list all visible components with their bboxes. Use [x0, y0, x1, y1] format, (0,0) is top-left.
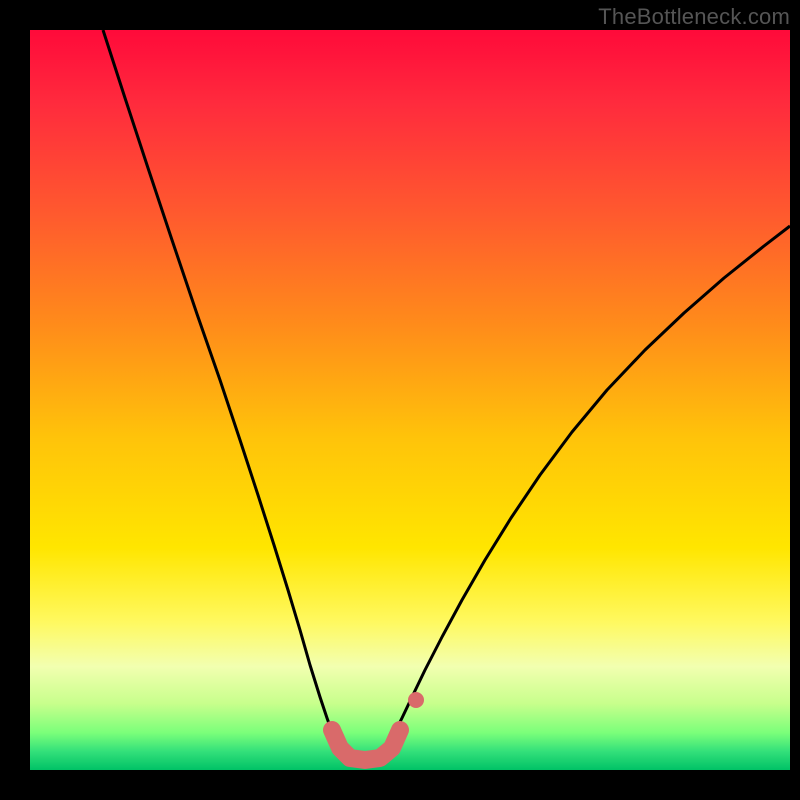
frame-border-bottom: [0, 770, 800, 800]
bottleneck-chart-svg: [0, 0, 800, 800]
chart-canvas: TheBottleneck.com: [0, 0, 800, 800]
frame-border-right: [790, 0, 800, 800]
chart-background: [30, 30, 790, 770]
watermark-text: TheBottleneck.com: [598, 4, 790, 30]
frame-border-left: [0, 0, 30, 800]
highlight-dot: [408, 692, 424, 708]
